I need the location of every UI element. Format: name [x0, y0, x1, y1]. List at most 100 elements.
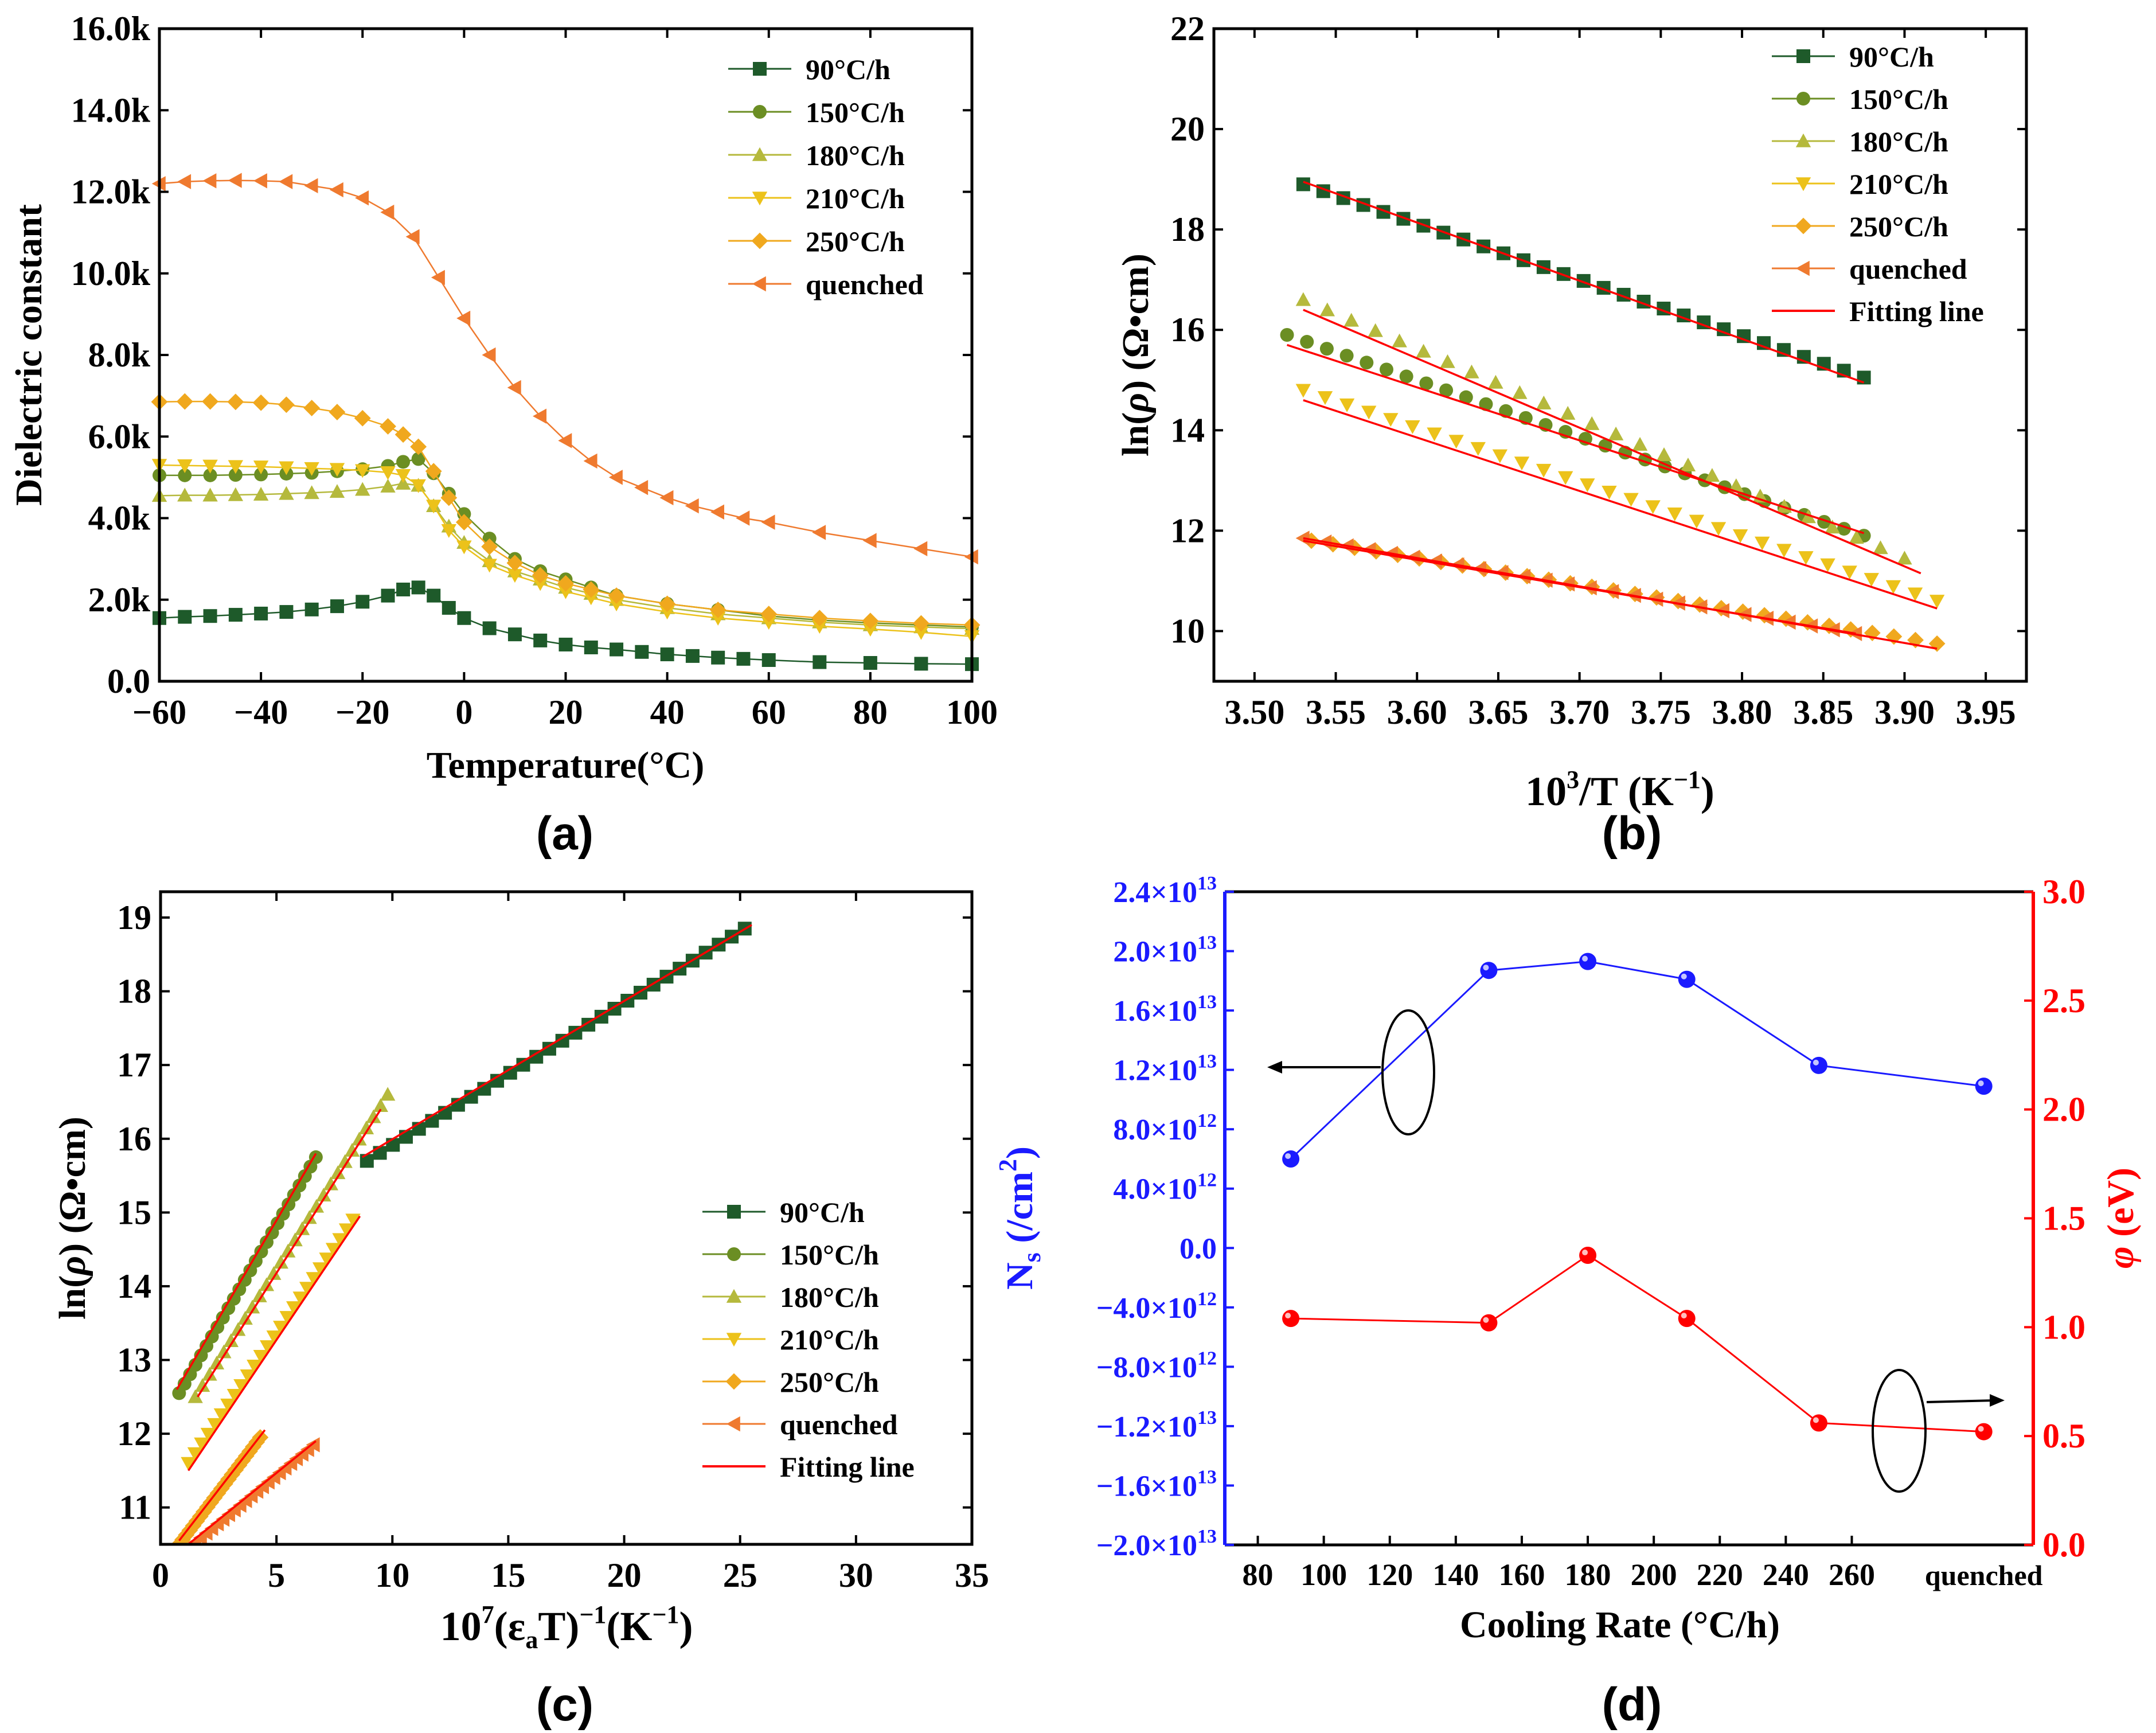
panel-c-fit-90-c-h — [361, 924, 752, 1158]
panel-b-plot — [1280, 177, 1946, 652]
panel-c-legend-marker-180-c-h — [726, 1289, 742, 1303]
panel-b-legend-label-250-c-h: 250°C/h — [1849, 210, 1948, 243]
panel-a-ytick-label: 8.0k — [88, 336, 151, 374]
panel-d-point-highlight-phi — [1681, 1313, 1687, 1319]
panel-a-point-210-c-h — [304, 462, 319, 476]
panel-d-point-highlight-ns — [1483, 965, 1489, 971]
panel-c-legend-marker-250-c-h — [725, 1373, 743, 1390]
panel-a-point-quenched — [279, 174, 293, 189]
panel-d-xtick-label-quenched: quenched — [1925, 1559, 2043, 1591]
panel-c-point-180-c-h — [266, 1266, 282, 1280]
panel-d-point-highlight-phi — [1582, 1250, 1588, 1256]
panel-a-caption: (a) — [536, 807, 593, 860]
panel-b-xlabel-end: ) — [1701, 768, 1714, 814]
panel-a-point-210-c-h — [380, 466, 396, 481]
panel-b-point-250-c-h — [1799, 614, 1816, 631]
panel-b-point-210-c-h — [1842, 565, 1857, 580]
panel-a-point-250-c-h — [425, 463, 442, 480]
panel-b-point-150-c-h — [1300, 335, 1314, 349]
panel-c-legend-label-210-c-h: 210°C/h — [780, 1324, 879, 1356]
panel-a-xtick-label: 20 — [549, 693, 583, 731]
panel-d-left-tick-label: −4.0×1012 — [1096, 1289, 1217, 1325]
panel-c-point-210-c-h — [207, 1418, 222, 1432]
panel-a-point-210-c-h — [659, 606, 675, 620]
panel-c-point-210-c-h — [325, 1243, 341, 1257]
panel-b-caption: (b) — [1602, 807, 1662, 860]
panel-c-point-180-c-h — [337, 1154, 353, 1168]
panel-b: 3.50 3.55 3.60 3.65 3.70 3.75 3.80 3.85 3.90 3.95… — [1115, 10, 2028, 860]
panel-d-left-tick-label: −2.0×1013 — [1096, 1526, 1217, 1562]
panel-c-point-210-c-h — [220, 1398, 236, 1412]
panel-a-point-250-c-h — [913, 615, 929, 632]
panel-a-xtick-label: 0 — [455, 693, 472, 731]
panel-a-point-250-c-h — [440, 489, 458, 506]
panel-a-line-150-c-h — [159, 458, 972, 628]
panel-b-point-150-c-h — [1280, 327, 1294, 342]
panel-d-point-phi — [1579, 1247, 1597, 1264]
panel-d-point-phi — [1282, 1310, 1300, 1328]
panel-c-point-210-c-h — [213, 1408, 229, 1422]
panel-a-point-quenched — [634, 479, 649, 495]
panel-a-point-210-c-h — [355, 464, 370, 478]
panel-a-point-210-c-h — [253, 460, 269, 475]
panel-a-point-250-c-h — [481, 538, 498, 555]
panel-b-xlabel-base: 10 — [1525, 768, 1567, 814]
panel-b-point-180-c-h — [1416, 344, 1431, 358]
panel-a-ytick-label: 2.0k — [88, 581, 151, 619]
panel-a-ytick-label: 4.0k — [88, 499, 151, 537]
panel-b-point-210-c-h — [1470, 442, 1486, 456]
panel-a-point-210-c-h — [202, 459, 218, 474]
panel-d-point-highlight-phi — [1813, 1417, 1819, 1423]
panel-a-legend-marker-150-c-h — [753, 105, 767, 119]
panel-b-point-210-c-h — [1536, 463, 1552, 478]
panel-a-point-210-c-h — [608, 598, 624, 612]
panel-c-xtick-label: 25 — [723, 1556, 757, 1594]
panel-b-point-210-c-h — [1755, 536, 1770, 551]
panel-d-left-ylabel-c: ) — [999, 1146, 1041, 1159]
panel-c-fit-180-c-h — [197, 1109, 382, 1398]
panel-c-point-210-c-h — [181, 1457, 196, 1471]
panel-a-point-250-c-h — [659, 595, 676, 612]
panel-b-xlabel: 103/T (K−1) — [1525, 766, 1714, 814]
panel-c-legend-label-250-c-h: 250°C/h — [780, 1366, 879, 1398]
panel-a-point-90-c-h — [736, 651, 751, 666]
panel-a-point-90-c-h — [427, 588, 441, 603]
panel-a-point-90-c-h — [304, 602, 319, 616]
panel-a-ytick-label: 0.0 — [107, 662, 150, 700]
panel-b-point-150-c-h — [1319, 342, 1334, 356]
panel-a-point-90-c-h — [330, 599, 344, 614]
panel-a-ytick-label: 10.0k — [71, 255, 151, 292]
panel-a-point-210-c-h — [862, 623, 878, 637]
panel-a-legend-marker-90-c-h — [753, 62, 767, 76]
panel-a-ytick-label: 12.0k — [71, 173, 151, 211]
panel-a-point-90-c-h — [381, 588, 395, 603]
panel-a-point-quenched — [862, 533, 877, 548]
panel-a-point-quenched — [710, 504, 724, 520]
panel-a-point-210-c-h — [533, 577, 548, 591]
panel-a-point-180-c-h — [177, 487, 193, 502]
panel-d-xtick-label: 100 — [1300, 1558, 1347, 1592]
panel-d-left-tick-label: 1.6×1013 — [1113, 992, 1217, 1028]
panel-b-point-180-c-h — [1825, 520, 1840, 534]
panel-a-point-180-c-h — [380, 478, 396, 493]
panel-b-point-250-c-h — [1907, 631, 1924, 649]
panel-b-point-180-c-h — [1464, 364, 1479, 378]
panel-c-point-210-c-h — [233, 1379, 249, 1393]
panel-b-point-180-c-h — [1897, 551, 1912, 565]
panel-d-point-highlight-phi — [1978, 1426, 1984, 1432]
panel-b-point-180-c-h — [1608, 426, 1624, 440]
panel-a-point-90-c-h — [482, 621, 497, 635]
panel-b-point-210-c-h — [1580, 478, 1595, 493]
panel-b-point-210-c-h — [1798, 551, 1814, 565]
panel-a-point-150-c-h — [396, 455, 411, 469]
panel-c-point-210-c-h — [247, 1360, 262, 1374]
panel-c-xtick-label: 30 — [839, 1556, 873, 1594]
panel-a-point-quenched — [304, 178, 318, 194]
panel-d-left-tick-label: −8.0×1012 — [1096, 1348, 1217, 1384]
panel-d-right-ylabel-phi: φ — [2100, 1246, 2142, 1268]
panel-a-point-90-c-h — [685, 649, 700, 663]
panel-c-fit-210-c-h — [188, 1215, 361, 1472]
panel-c-point-210-c-h — [292, 1291, 308, 1306]
panel-a-point-150-c-h — [254, 467, 268, 482]
